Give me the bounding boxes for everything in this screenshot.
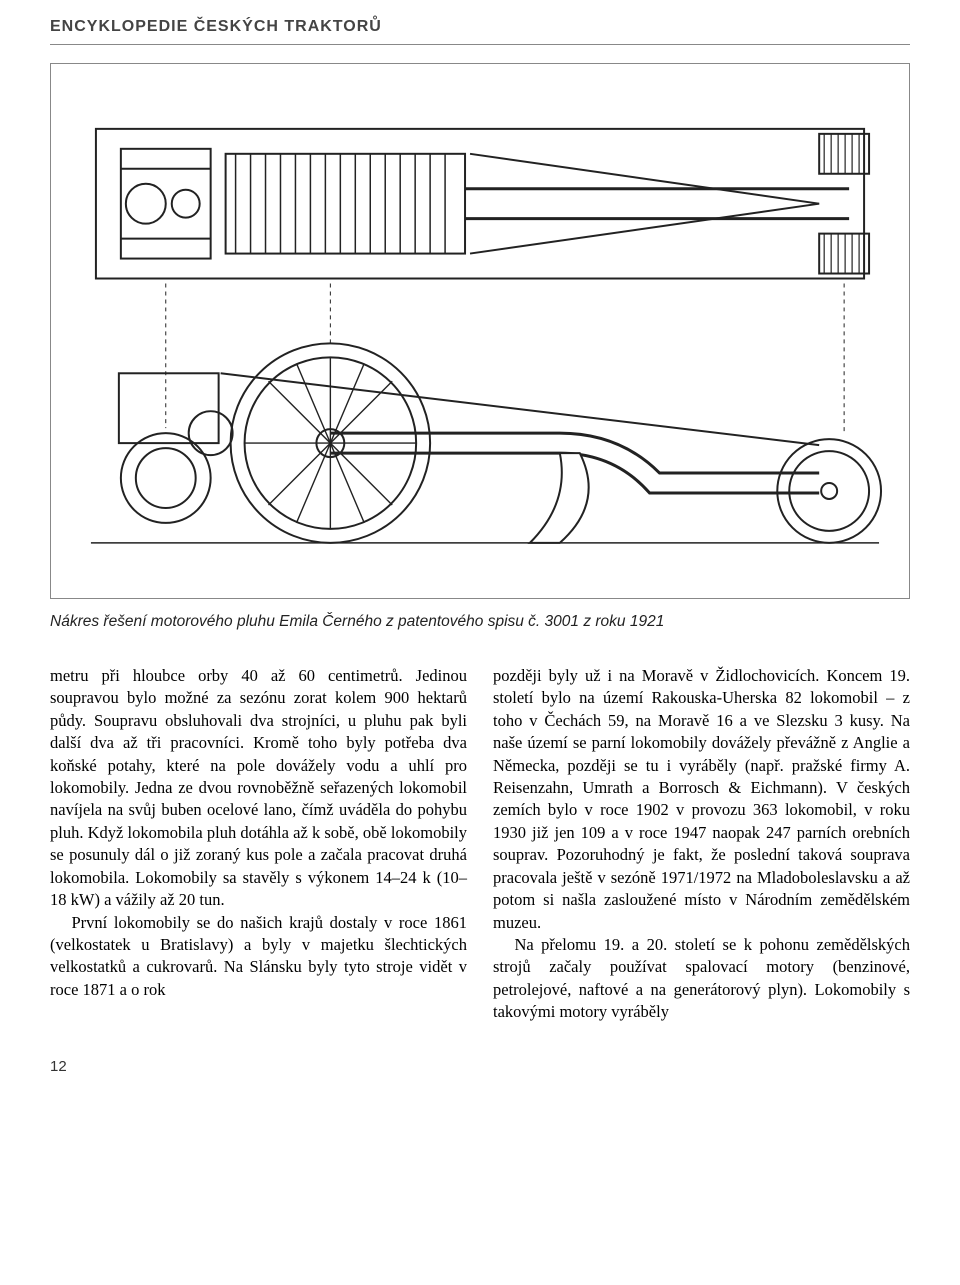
body-columns: metru při hloubce orby 40 až 60 centimet… — [50, 665, 910, 1024]
page: ENCYKLOPEDIE ČESKÝCH TRAKTORŮ — [0, 0, 960, 1105]
body-paragraph: později byly už i na Moravě v Židlochovi… — [493, 665, 910, 934]
figure-frame — [50, 63, 910, 599]
page-number: 12 — [50, 1058, 910, 1075]
header-rule — [50, 44, 910, 45]
body-paragraph: První lokomobily se do našich krajů dost… — [50, 912, 467, 1002]
body-paragraph: metru při hloubce orby 40 až 60 centimet… — [50, 665, 467, 912]
tractor-plough-diagram — [61, 74, 899, 588]
figure-caption: Nákres řešení motorového pluhu Emila Čer… — [50, 613, 910, 631]
left-column: metru při hloubce orby 40 až 60 centimet… — [50, 665, 467, 1024]
body-paragraph: Na přelomu 19. a 20. století se k pohonu… — [493, 934, 910, 1024]
right-column: později byly už i na Moravě v Židlochovi… — [493, 665, 910, 1024]
running-title: ENCYKLOPEDIE ČESKÝCH TRAKTORŮ — [50, 18, 910, 42]
